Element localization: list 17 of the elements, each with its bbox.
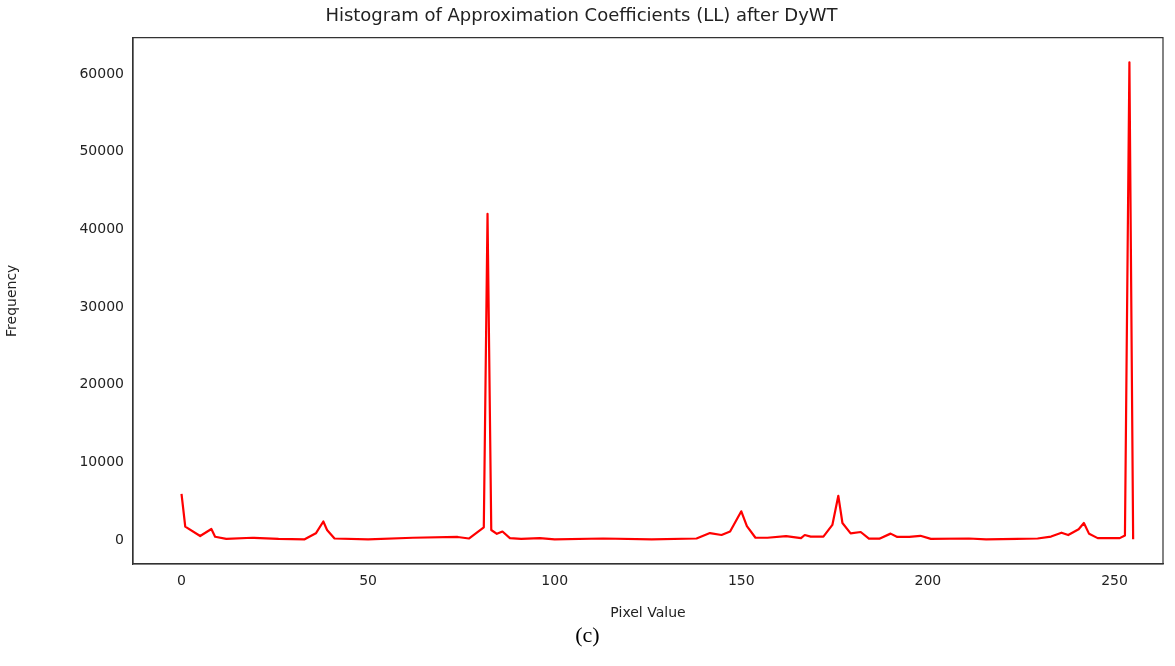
y-tick-label: 20000 bbox=[79, 375, 124, 392]
y-tick-label: 10000 bbox=[79, 453, 124, 470]
x-tick-label: 250 bbox=[1101, 572, 1128, 589]
chart-title: Histogram of Approximation Coefficients (LL) after DyWT bbox=[325, 4, 839, 26]
y-tick-label: 40000 bbox=[79, 219, 124, 236]
x-tick-label: 0 bbox=[177, 572, 186, 589]
y-axis-title: Frequency bbox=[3, 264, 20, 337]
y-tick-label: 30000 bbox=[79, 297, 124, 314]
x-tick-label: 100 bbox=[541, 572, 569, 589]
x-tick-label: 150 bbox=[727, 572, 755, 589]
x-tick-label: 50 bbox=[359, 572, 378, 589]
x-axis-title: Pixel Value bbox=[610, 604, 686, 621]
y-tick-label: 60000 bbox=[79, 64, 124, 81]
y-tick-label: 0 bbox=[115, 530, 124, 547]
x-tick-label: 200 bbox=[914, 572, 942, 589]
y-tick-label: 50000 bbox=[79, 142, 124, 159]
text: (c) bbox=[574, 622, 601, 648]
